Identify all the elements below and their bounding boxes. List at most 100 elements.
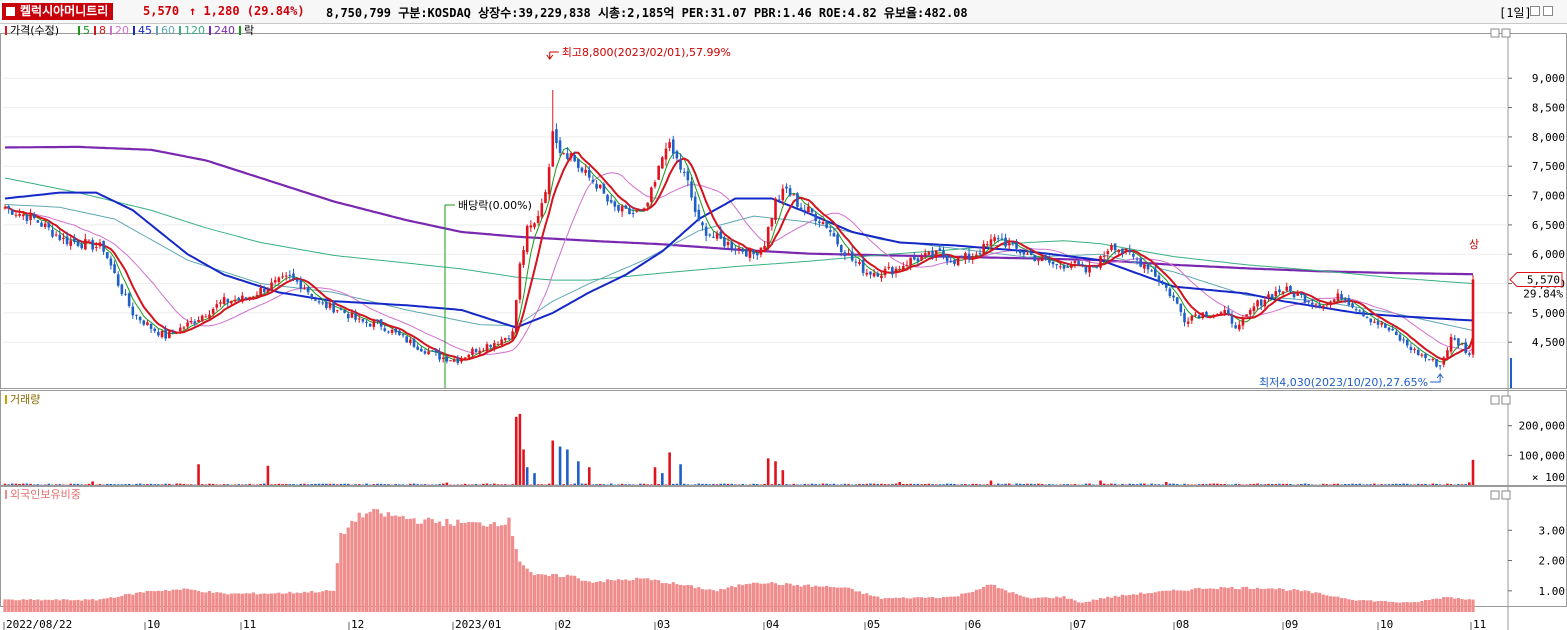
foreign-ratio-bar [613, 580, 617, 612]
foreign-ratio-bar [766, 583, 770, 612]
volume-bar [343, 483, 346, 485]
volume-bar [226, 484, 230, 485]
foreign-ratio-bar [459, 523, 464, 612]
foreign-ratio-bar [321, 591, 325, 612]
foreign-ratio-bar [299, 593, 303, 612]
volume-bar [1384, 484, 1387, 485]
volume-bar [712, 484, 715, 485]
foreign-ratio-bar [850, 588, 854, 612]
candle-body [1296, 293, 1300, 296]
foreign-ratio-bar [653, 579, 657, 612]
minimize-icon[interactable] [1530, 6, 1540, 16]
foreign-ratio-bar [631, 580, 635, 612]
foreign-ratio-bar [1310, 593, 1314, 612]
candle-body [1183, 312, 1186, 323]
volume-bar [146, 484, 149, 485]
candle-body [522, 250, 525, 265]
legend-label: 45 [138, 24, 152, 37]
foreign-ratio-bar [1150, 593, 1154, 612]
foreign-ratio-bar [61, 599, 66, 612]
pane-minimize-icon [1490, 490, 1500, 500]
candle-body [368, 323, 372, 327]
volume-bar [489, 484, 492, 485]
candle-body [350, 312, 354, 318]
foreign-ratio-bar [105, 598, 109, 612]
volume-bar [587, 467, 591, 485]
foreign-ratio-bar [116, 596, 120, 612]
stock-chart: 9,0008,5008,0007,5007,0006,5006,0005,500… [0, 24, 1567, 630]
foreign-ratio-bar [1062, 596, 1066, 612]
foreign-ratio-bar [1464, 599, 1468, 612]
foreign-ratio-bar [773, 583, 778, 612]
foreign-ratio-bar [879, 598, 884, 612]
candle-body [113, 264, 116, 274]
foreign-ratio-bar [134, 592, 139, 612]
candle-body [975, 254, 978, 258]
foreign-ratio-bar [434, 523, 438, 612]
candle-body [1051, 261, 1055, 265]
volume-bar [14, 483, 18, 485]
foreign-ratio-bar [576, 578, 580, 612]
candle-body [266, 288, 270, 293]
candle-body [317, 301, 321, 303]
volume-bar [1066, 484, 1069, 485]
candle-body [3, 207, 7, 209]
foreign-ratio-bar [1011, 592, 1015, 612]
foreign-ratio-bar [496, 526, 500, 612]
volume-bar [931, 484, 934, 485]
candle-body [566, 153, 569, 159]
foreign-ratio-bar [839, 587, 843, 612]
candle-body [1241, 318, 1245, 326]
candle-body [661, 157, 664, 169]
candle-body [445, 356, 449, 362]
candle-body [1464, 342, 1467, 353]
candle-body [1102, 255, 1106, 257]
foreign-ratio-bar [65, 599, 69, 612]
foreign-ratio-bar [1003, 590, 1008, 612]
foreign-ratio-bar [353, 521, 358, 612]
foreign-ratio-bar [207, 591, 212, 612]
foreign-ratio-bar [1252, 588, 1256, 612]
stock-name-badge[interactable]: 켈럭시아머니트리 [2, 3, 114, 20]
volume-bar [54, 484, 58, 485]
volume-bar [657, 483, 660, 485]
candle-body [73, 238, 76, 242]
candle-body [1084, 266, 1088, 273]
close-icon[interactable] [1543, 6, 1553, 16]
volume-bar [920, 484, 923, 485]
volume-bar [719, 483, 723, 485]
foreign-ratio-bar [1120, 594, 1125, 612]
candle-body [303, 288, 306, 290]
volume-bar [595, 484, 598, 485]
candle-body [883, 268, 887, 276]
candle-body [1285, 286, 1289, 291]
candle-body [613, 201, 617, 207]
foreign-ratio-bar [1025, 597, 1030, 612]
volume-bar [1070, 484, 1073, 485]
foreign-ratio-bar [919, 597, 924, 612]
foreign-ratio-bar [156, 590, 160, 612]
foreign-ratio-bar [452, 525, 456, 612]
foreign-ratio-bar [1445, 597, 1450, 612]
candle-body [332, 301, 335, 313]
candle-body [306, 287, 310, 293]
candle-body [865, 272, 869, 275]
candle-body [43, 223, 47, 227]
foreign-ratio-bar [799, 586, 803, 612]
foreign-ratio-bar [536, 574, 540, 612]
candle-body [1128, 249, 1132, 253]
foreign-ratio-bar [211, 592, 215, 612]
volume-bar [113, 484, 116, 485]
volume-bar [208, 483, 211, 485]
candle-body [748, 247, 752, 258]
volume-bar [580, 483, 584, 485]
candle-body [891, 267, 894, 275]
candle-body [1329, 301, 1332, 306]
volume-bar [1405, 483, 1409, 485]
volume-bar [47, 483, 51, 485]
foreign-ratio-bar [719, 588, 723, 612]
foreign-ratio-bar [500, 525, 504, 612]
candle-body [792, 194, 796, 196]
foreign-ratio-bar [332, 590, 336, 612]
period-selector[interactable]: [1일] [1499, 6, 1532, 20]
